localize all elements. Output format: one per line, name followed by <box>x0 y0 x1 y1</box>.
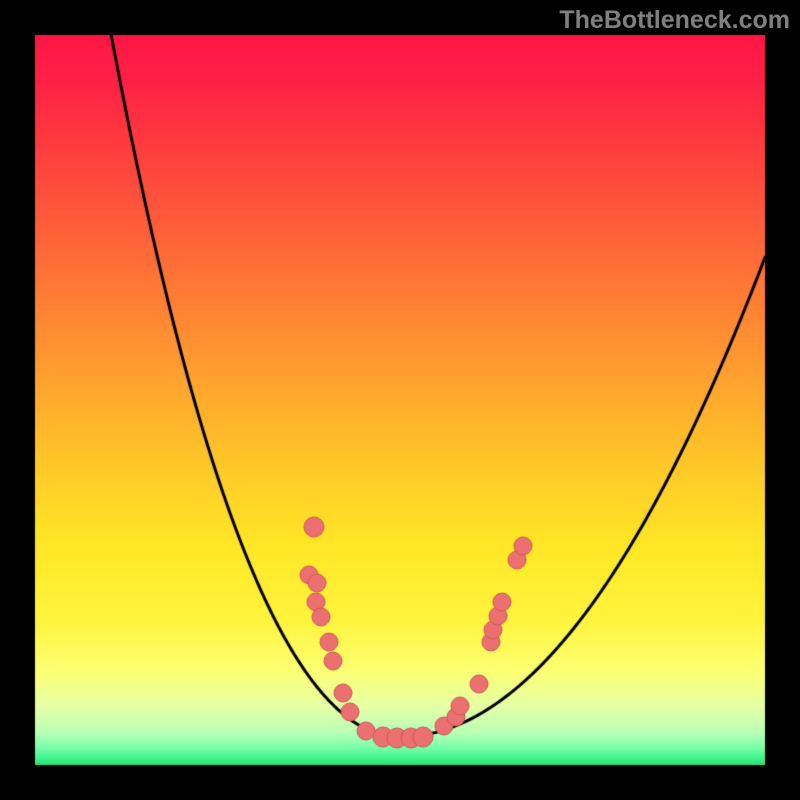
chart-stage: TheBottleneck.com <box>0 0 800 800</box>
watermark-text: TheBottleneck.com <box>559 6 790 35</box>
bottleneck-curve-chart <box>0 0 800 800</box>
